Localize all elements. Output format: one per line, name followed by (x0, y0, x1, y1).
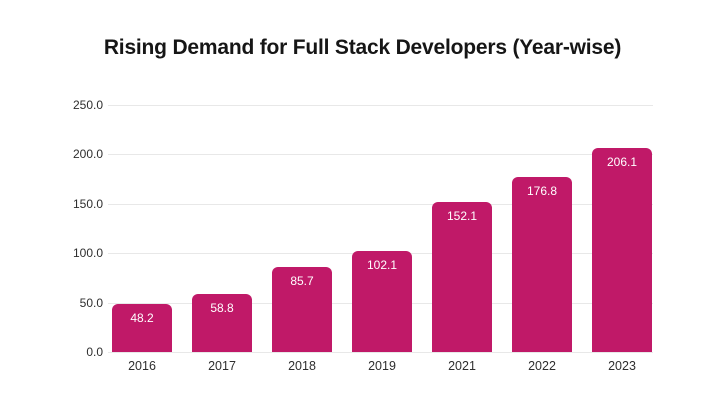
bar-2022: 176.8 (512, 177, 572, 352)
bar-value-label: 58.8 (210, 301, 234, 315)
y-tick-label: 50.0 (79, 296, 103, 310)
bar-2016: 48.2 (112, 304, 172, 352)
bar-value-label: 176.8 (526, 184, 558, 198)
gridline-200.0 (108, 154, 653, 155)
chart-title: Rising Demand for Full Stack Developers … (103, 36, 622, 59)
y-tick-label: 200.0 (72, 147, 103, 161)
x-tick-label-2021: 2021 (448, 359, 476, 373)
bar-value-label: 206.1 (606, 155, 638, 169)
x-tick-label-2022: 2022 (528, 359, 556, 373)
y-tick-label: 0.0 (86, 345, 103, 359)
bar-2018: 85.7 (272, 267, 332, 352)
x-tick-label-2019: 2019 (368, 359, 396, 373)
bar-value-label: 48.2 (130, 311, 154, 325)
y-tick-label: 100.0 (72, 246, 103, 260)
gridline-0.0 (108, 352, 653, 353)
plot-area: 48.2 58.8 85.7 102.1 152.1 176.8 206.1 (108, 105, 653, 353)
bar-2019: 102.1 (352, 251, 412, 352)
x-tick-label-2018: 2018 (288, 359, 316, 373)
x-tick-label-2017: 2017 (208, 359, 236, 373)
gridline-250.0 (108, 105, 653, 106)
bar-2021: 152.1 (432, 202, 492, 352)
y-tick-label: 250.0 (72, 98, 103, 112)
bar-2023: 206.1 (592, 148, 652, 352)
x-tick-label-2016: 2016 (128, 359, 156, 373)
bar-2017: 58.8 (192, 294, 252, 352)
bar-value-label: 102.1 (366, 258, 398, 272)
bar-value-label: 85.7 (290, 274, 314, 288)
bar-value-label: 152.1 (446, 209, 478, 223)
gridline-150.0 (108, 204, 653, 205)
y-tick-label: 150.0 (72, 197, 103, 211)
x-tick-label-2023: 2023 (608, 359, 636, 373)
